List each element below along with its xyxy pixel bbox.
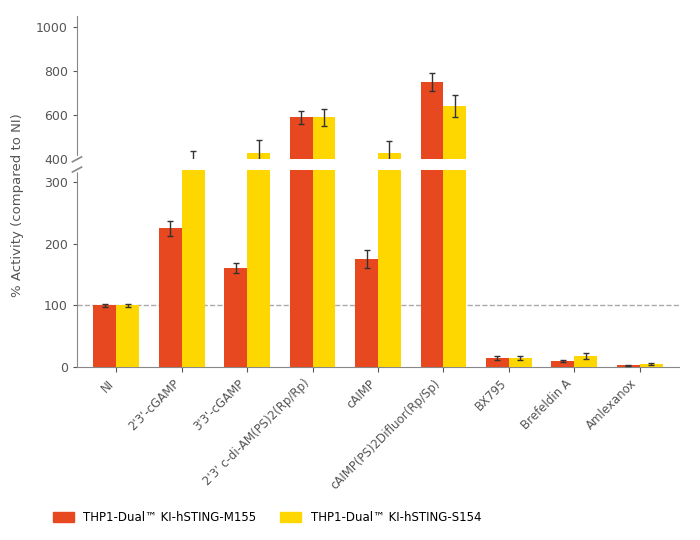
Bar: [224, 212, 247, 247]
Bar: [486, 244, 509, 247]
Bar: [290, 3, 313, 367]
Bar: [574, 356, 597, 367]
Bar: [159, 198, 182, 247]
Bar: [313, 3, 335, 367]
Bar: [574, 244, 597, 247]
Legend: THP1-Dual™ KI-hSTING-M155, THP1-Dual™ KI-hSTING-S154: THP1-Dual™ KI-hSTING-M155, THP1-Dual™ KI…: [48, 507, 486, 529]
Bar: [247, 153, 270, 247]
Bar: [443, 0, 466, 367]
Bar: [313, 118, 335, 247]
Bar: [552, 245, 574, 247]
Text: % Activity (compared to NI): % Activity (compared to NI): [11, 113, 24, 297]
Bar: [552, 361, 574, 367]
Bar: [378, 102, 401, 367]
Bar: [224, 268, 247, 367]
Bar: [182, 161, 204, 247]
Bar: [93, 306, 116, 367]
Bar: [378, 153, 401, 247]
Bar: [116, 306, 139, 367]
Bar: [640, 364, 663, 367]
Bar: [640, 246, 663, 247]
Bar: [421, 0, 443, 367]
Bar: [355, 259, 378, 367]
Bar: [247, 102, 270, 367]
Bar: [509, 244, 532, 247]
Bar: [182, 126, 204, 367]
Bar: [617, 366, 640, 367]
Bar: [159, 228, 182, 367]
Bar: [509, 358, 532, 367]
Bar: [290, 118, 313, 247]
Bar: [443, 106, 466, 247]
Bar: [486, 358, 509, 367]
Bar: [116, 225, 139, 247]
Bar: [421, 82, 443, 247]
Bar: [93, 225, 116, 247]
Bar: [355, 209, 378, 247]
